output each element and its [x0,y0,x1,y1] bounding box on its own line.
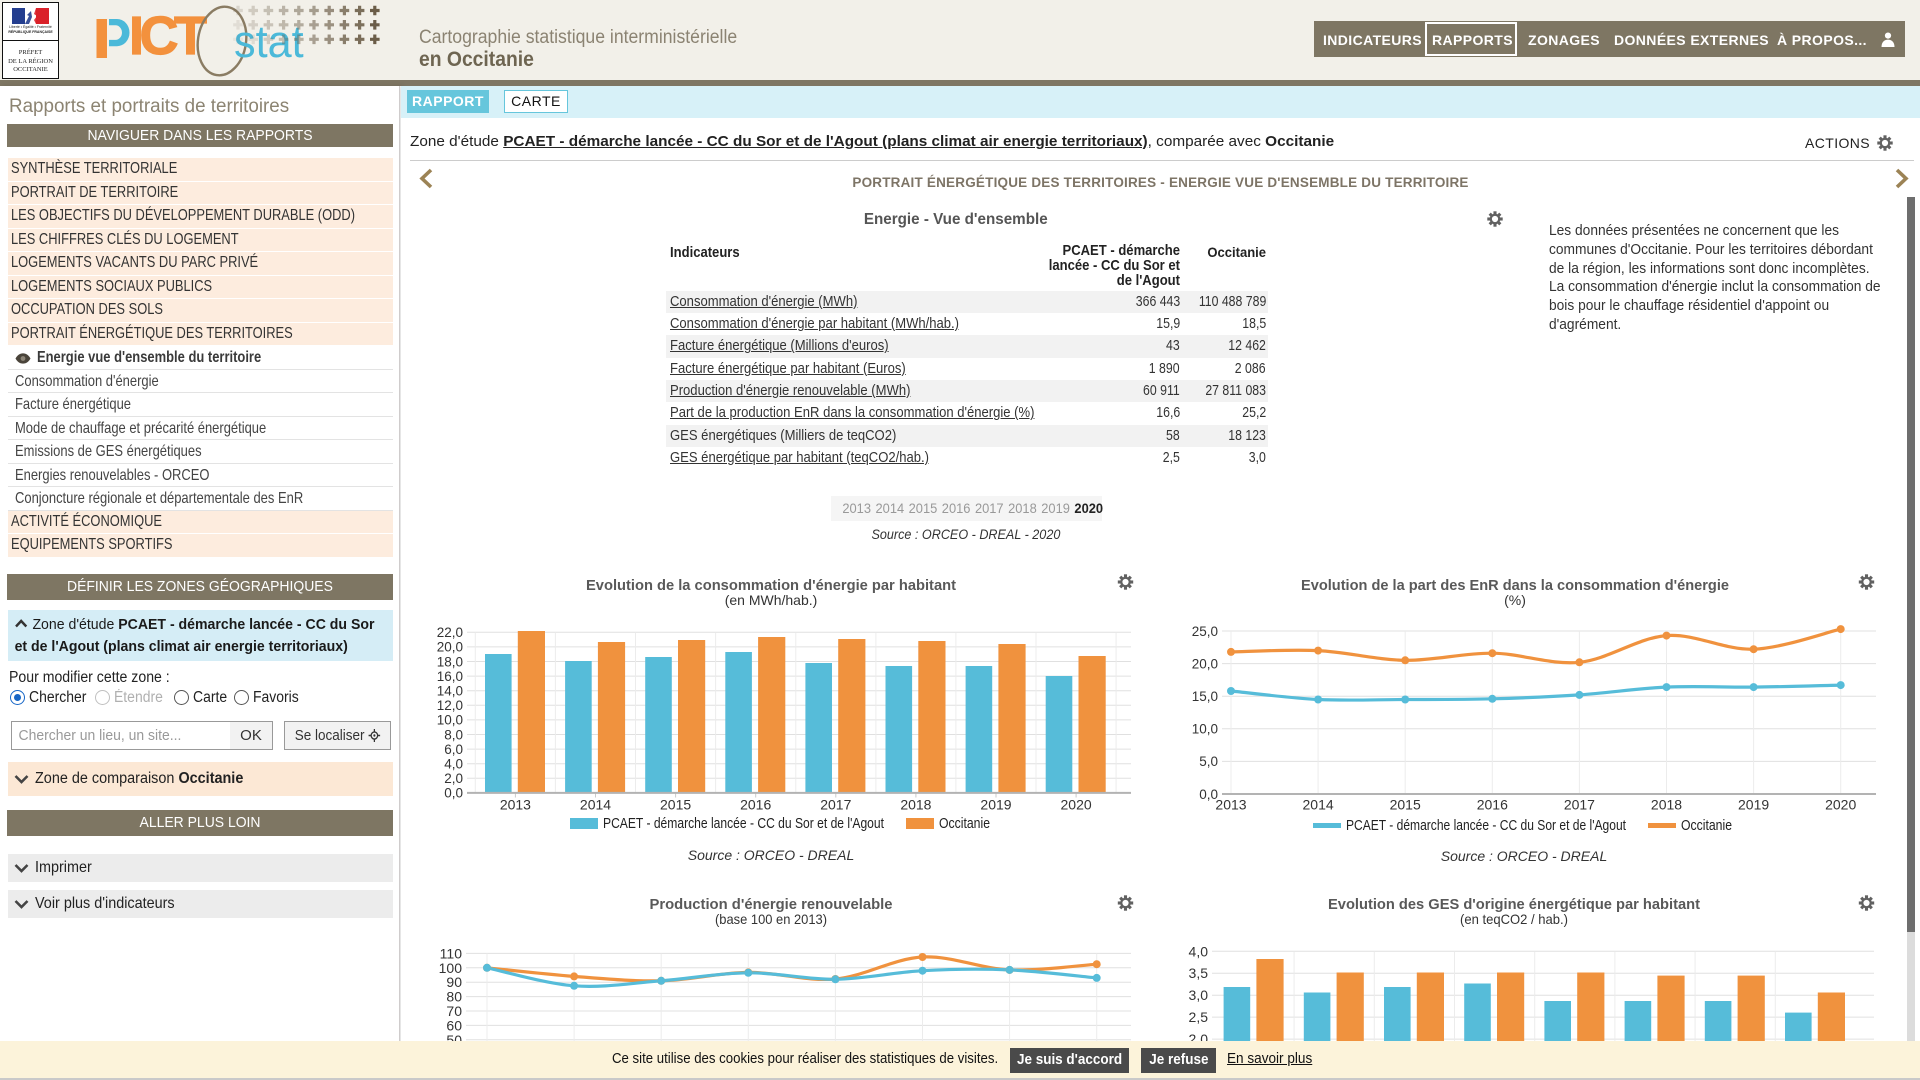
svg-text:8,0: 8,0 [444,727,463,742]
svg-text:2019: 2019 [980,797,1011,813]
svg-text:4,0: 4,0 [444,757,463,772]
svg-text:2014: 2014 [580,797,611,813]
svg-text:12,0: 12,0 [437,698,463,713]
svg-text:80: 80 [446,989,462,1005]
svg-text:20,0: 20,0 [1192,656,1218,671]
svg-text:18,0: 18,0 [437,654,463,669]
svg-text:Evolution de la consommation d: Evolution de la consommation d'énergie p… [586,578,956,594]
svg-text:3,5: 3,5 [1189,965,1209,981]
svg-text:(en teqCO2 / hab.): (en teqCO2 / hab.) [1460,911,1568,927]
svg-text:(en MWh/hab.): (en MWh/hab.) [725,592,818,608]
svg-text:100: 100 [439,960,463,976]
svg-text:14,0: 14,0 [437,684,463,699]
svg-text:2,0: 2,0 [444,771,463,786]
svg-text:90: 90 [446,974,462,990]
svg-text:5,0: 5,0 [1199,754,1218,769]
svg-text:2019: 2019 [1738,797,1769,813]
svg-text:2016: 2016 [1477,797,1508,813]
svg-text:2018: 2018 [1651,797,1682,813]
svg-text:2017: 2017 [820,797,851,813]
svg-text:Source : ORCEO - DREAL: Source : ORCEO - DREAL [688,847,855,863]
svg-text:2013: 2013 [1215,797,1246,813]
svg-text:2017: 2017 [1564,797,1595,813]
svg-text:Evolution des GES d'origine én: Evolution des GES d'origine énergétique … [1328,897,1700,913]
svg-text:10,0: 10,0 [1192,722,1218,737]
svg-text:4,0: 4,0 [1189,943,1209,959]
svg-text:Evolution de la part des EnR d: Evolution de la part des EnR dans la con… [1301,578,1729,594]
svg-text:60: 60 [446,1017,462,1033]
svg-text:22,0: 22,0 [437,625,463,640]
svg-text:3,0: 3,0 [1189,987,1209,1003]
svg-text:2020: 2020 [1061,797,1092,813]
svg-text:2015: 2015 [1390,797,1421,813]
svg-text:6,0: 6,0 [444,742,463,757]
svg-text:2020: 2020 [1825,797,1856,813]
svg-text:Occitanie: Occitanie [1681,818,1732,834]
svg-text:70: 70 [446,1003,462,1019]
svg-text:20,0: 20,0 [437,640,463,655]
svg-text:2016: 2016 [740,797,771,813]
svg-text:2013: 2013 [500,797,531,813]
svg-text:25,0: 25,0 [1192,624,1218,639]
svg-text:(%): (%) [1504,592,1526,608]
svg-text:2,5: 2,5 [1189,1009,1209,1025]
svg-text:(base 100 en 2013): (base 100 en 2013) [715,911,827,927]
svg-text:Occitanie: Occitanie [939,816,990,832]
svg-text:10,0: 10,0 [437,713,463,728]
svg-text:2014: 2014 [1303,797,1334,813]
svg-text:0,0: 0,0 [444,786,463,801]
svg-text:15,0: 15,0 [1192,689,1218,704]
svg-text:PCAET - démarche lancée - CC d: PCAET - démarche lancée - CC du Sor et d… [1346,818,1626,834]
svg-text:Source : ORCEO - DREAL: Source : ORCEO - DREAL [1441,848,1608,864]
svg-text:2018: 2018 [900,797,931,813]
svg-text:2015: 2015 [660,797,691,813]
svg-text:110: 110 [440,945,463,961]
svg-text:0,0: 0,0 [1199,787,1218,802]
svg-text:16,0: 16,0 [437,669,463,684]
svg-text:PCAET - démarche lancée - CC d: PCAET - démarche lancée - CC du Sor et d… [603,816,884,832]
svg-text:Production d'énergie renouvela: Production d'énergie renouvelable [650,897,893,913]
